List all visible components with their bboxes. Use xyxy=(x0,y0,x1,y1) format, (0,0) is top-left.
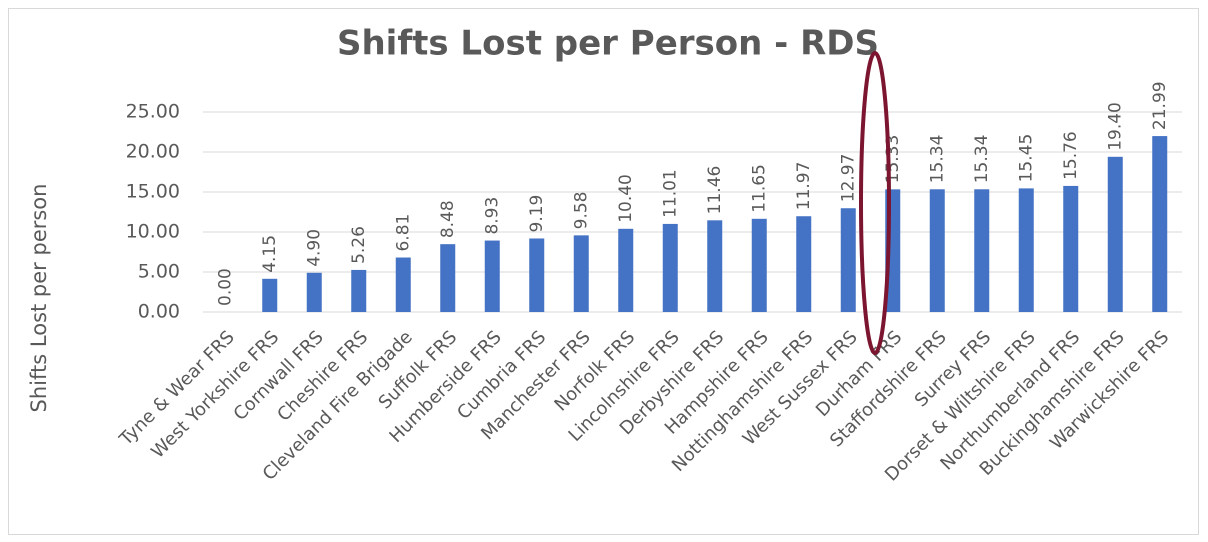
value-label: 4.90 xyxy=(304,229,324,267)
bar xyxy=(707,220,723,312)
value-label: 11.97 xyxy=(794,162,814,211)
value-label: 15.45 xyxy=(1016,134,1036,183)
bar xyxy=(751,218,767,312)
value-label: 0.00 xyxy=(215,268,235,306)
value-label: 11.01 xyxy=(660,169,680,218)
y-tick-label: 5.00 xyxy=(138,261,180,283)
bar xyxy=(840,208,856,312)
value-label: 15.76 xyxy=(1061,131,1081,180)
y-tick-label: 25.00 xyxy=(126,101,180,123)
value-label: 21.99 xyxy=(1150,81,1170,130)
bar xyxy=(974,189,990,312)
y-tick-label: 10.00 xyxy=(126,221,180,243)
bar xyxy=(573,235,589,312)
bar xyxy=(618,228,634,312)
value-label: 6.81 xyxy=(393,214,413,252)
bar xyxy=(262,278,278,312)
value-label: 8.48 xyxy=(438,200,458,238)
bar xyxy=(1152,136,1168,312)
y-tick-label: 0.00 xyxy=(138,301,180,323)
value-label: 15.34 xyxy=(972,135,992,184)
bar xyxy=(929,189,945,312)
value-label: 15.34 xyxy=(927,135,947,184)
value-label: 19.40 xyxy=(1105,102,1125,151)
bar xyxy=(529,238,545,312)
value-label: 8.93 xyxy=(482,197,502,235)
y-tick-label: 20.00 xyxy=(126,141,180,163)
value-label: 10.40 xyxy=(616,174,636,223)
value-label: 9.58 xyxy=(571,192,591,230)
bar xyxy=(796,216,812,312)
y-tick-label: 15.00 xyxy=(126,181,180,203)
bar xyxy=(1063,185,1079,312)
value-label: 11.46 xyxy=(705,166,725,215)
bar xyxy=(440,244,456,312)
chart-title: Shifts Lost per Person - RDS xyxy=(337,24,879,64)
highlight-ellipse xyxy=(859,51,891,355)
value-label: 9.19 xyxy=(527,195,547,233)
bar xyxy=(484,240,500,312)
bar xyxy=(662,223,678,312)
bar xyxy=(1018,188,1034,312)
bar xyxy=(395,257,411,312)
value-label: 4.15 xyxy=(260,235,280,273)
y-axis-label: Shifts Lost per person xyxy=(27,184,51,413)
value-label: 11.65 xyxy=(749,164,769,213)
value-label: 5.26 xyxy=(349,226,369,264)
bar xyxy=(351,269,367,312)
value-label: 12.97 xyxy=(838,154,858,203)
bar xyxy=(1107,156,1123,312)
bar xyxy=(306,272,322,312)
value-label: 15.33 xyxy=(883,135,903,184)
